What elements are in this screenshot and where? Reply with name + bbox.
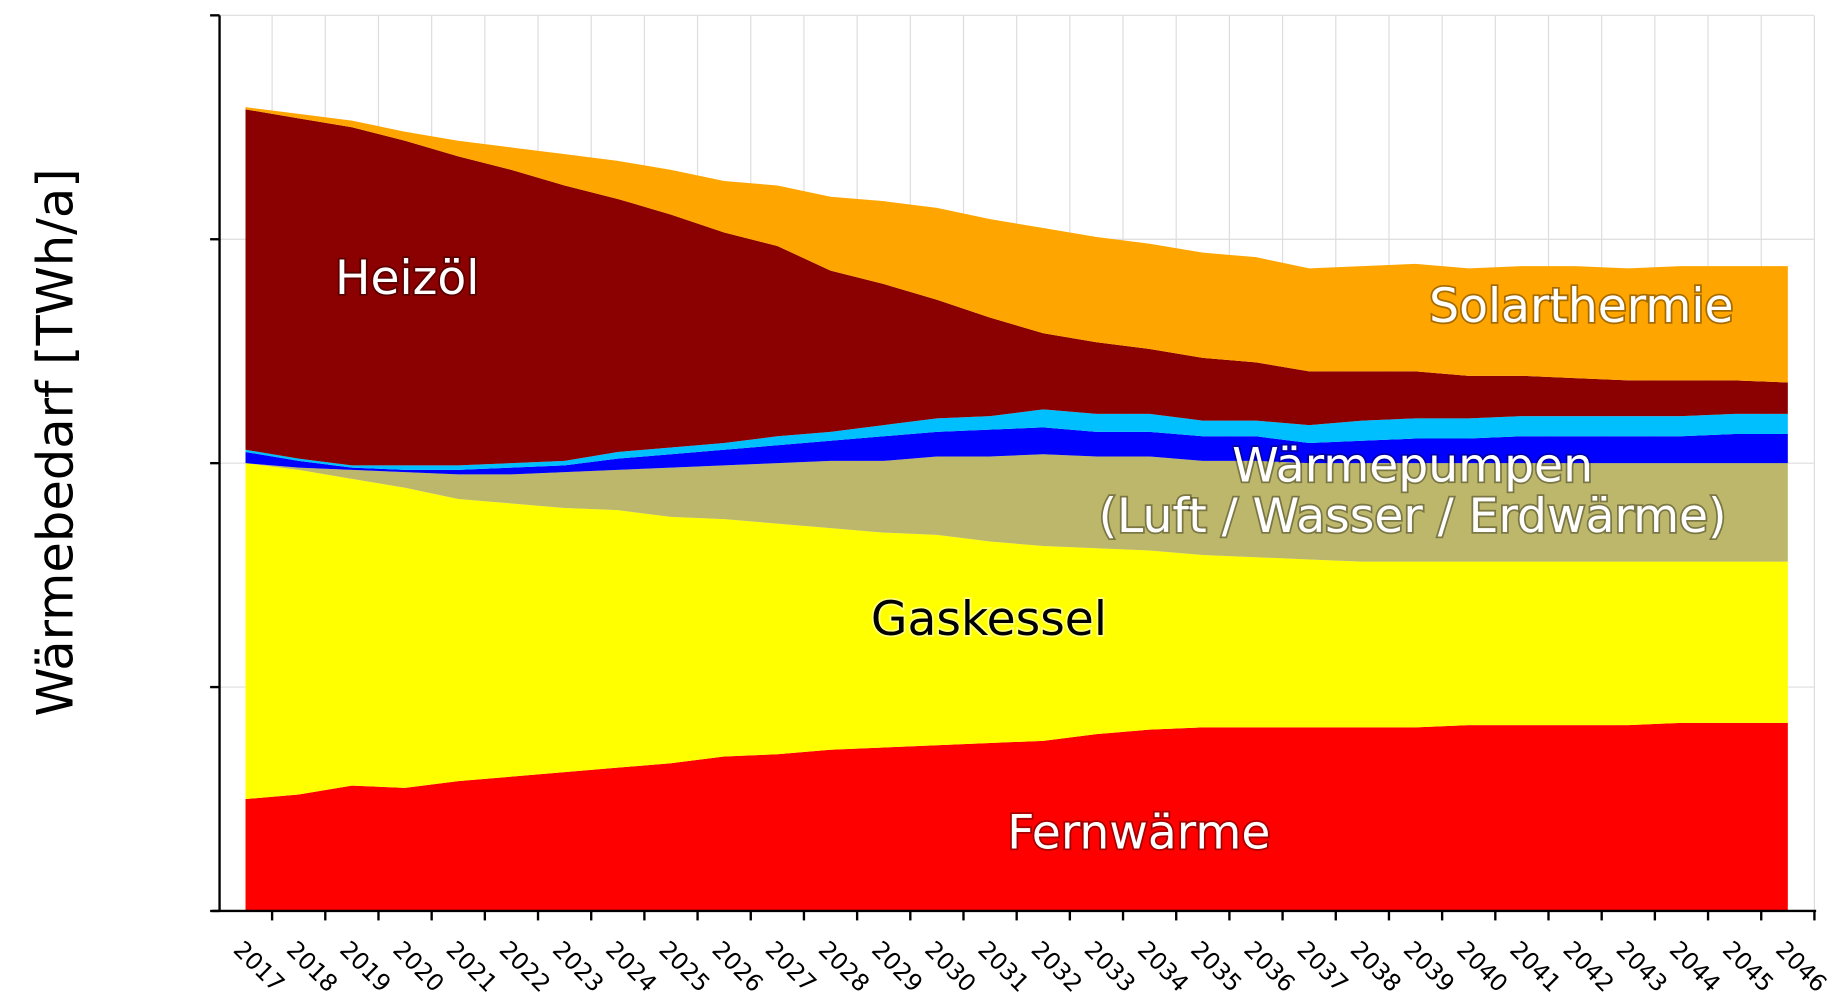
area: [245, 454, 1788, 562]
area: [245, 409, 1788, 470]
x-tick-label: 2031: [972, 935, 1034, 993]
area: [245, 463, 1788, 800]
x-tick-label: 2022: [494, 935, 556, 993]
x-tick-label: 2023: [547, 935, 609, 993]
x-tick-label: 2045: [1717, 935, 1779, 993]
x-tick-label: 2034: [1132, 935, 1194, 993]
x-tick-label: 2038: [1345, 935, 1407, 993]
area: [245, 427, 1788, 475]
annotation: (Luft / Wasser / Erdwärme): [1099, 489, 1727, 544]
x-tick-label: 2027: [760, 935, 822, 993]
area: [245, 722, 1788, 911]
x-tick-label: 2032: [1026, 935, 1088, 993]
x-tick-label: 2033: [1079, 935, 1141, 993]
x-tick-label: 2020: [387, 935, 449, 993]
x-tick-label: 2025: [653, 935, 715, 993]
x-tick-label: 2043: [1611, 935, 1673, 993]
x-tick-label: 2029: [866, 935, 928, 993]
y-axis-label: Wärmebedarf [TWh/a]: [27, 168, 85, 716]
x-tick-label: 2028: [813, 935, 875, 993]
x-tick-label: 2017: [228, 935, 290, 993]
series-label: Solarthermie: [1429, 279, 1733, 334]
x-tick-label: 2037: [1292, 935, 1354, 993]
x-tick-label: 2018: [281, 935, 343, 993]
series-label: Gaskessel: [871, 592, 1107, 647]
x-tick-label: 2046: [1770, 935, 1832, 993]
x-tick-label: 2040: [1451, 935, 1513, 993]
x-tick-label: 2030: [919, 935, 981, 993]
x-tick-label: 2041: [1504, 935, 1566, 993]
x-tick-label: 2026: [707, 935, 769, 993]
x-tick-label: 2019: [334, 935, 396, 993]
x-tick-label: 2036: [1238, 935, 1300, 993]
series-label: Fernwärme: [1007, 805, 1270, 860]
area: [245, 107, 1788, 383]
x-tick-label: 2042: [1557, 935, 1619, 993]
annotation: Wärmepumpen: [1232, 438, 1593, 493]
x-tick-label: 2044: [1664, 935, 1726, 993]
x-tick-label: 2024: [600, 935, 662, 993]
series-label: Heizöl: [335, 251, 479, 306]
x-tick-label: 2021: [441, 935, 503, 993]
area: [245, 109, 1788, 466]
x-tick-label: 2039: [1398, 935, 1460, 993]
x-tick-label: 2035: [1185, 935, 1247, 993]
